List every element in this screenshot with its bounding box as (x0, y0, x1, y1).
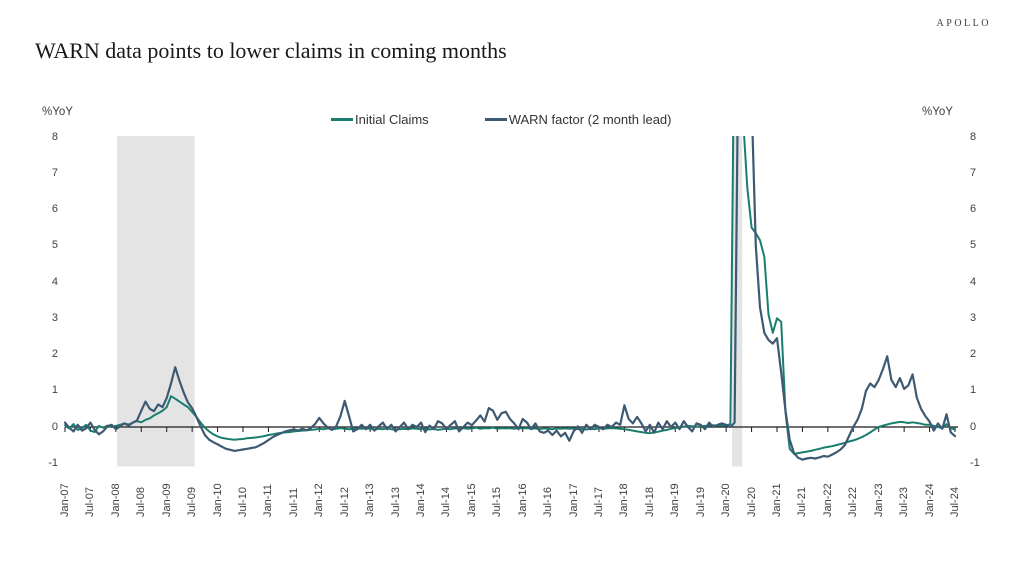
x-axis-tick-label: Jan-24 (923, 483, 936, 517)
x-axis-tick-label: Jan-21 (771, 483, 783, 517)
x-axis-tick-label: Jan-11 (262, 484, 275, 517)
y-axis-tick-label-left: 1 (51, 384, 58, 397)
x-axis-tick-label: Jul-23 (898, 487, 911, 517)
x-axis-tick-label: Jul-10 (237, 487, 249, 517)
y-axis-tick-label-right: -1 (970, 456, 980, 469)
x-axis-tick-label: Jul-15 (491, 487, 504, 517)
x-axis-tick-label: Jan-16 (516, 483, 529, 517)
x-axis-tick-label: Jan-23 (872, 483, 885, 517)
x-axis-tick-label: Jul-18 (643, 487, 656, 517)
x-axis-tick-label: Jan-14 (415, 483, 427, 517)
series-line-warn-factor (63, 136, 957, 461)
x-axis-tick-label: Jan-17 (567, 483, 580, 517)
legend-item-warn-factor: WARN factor (2 month lead) (484, 112, 672, 127)
y-axis-tick-label-right: 3 (970, 311, 977, 324)
x-axis-tick-label: Jan-20 (720, 483, 733, 517)
x-axis-tick-label: Jan-09 (160, 483, 173, 517)
x-axis-tick-label: Jul-12 (338, 487, 351, 517)
y-axis-tick-label-left: 0 (51, 420, 58, 433)
y-axis-tick-label-right: 8 (970, 130, 977, 143)
y-axis-tick-label-right: 7 (970, 166, 977, 179)
legend-label-warn-factor: WARN factor (2 month lead) (508, 112, 672, 127)
legend: Initial Claims WARN factor (2 month lead… (331, 112, 671, 127)
x-axis-tick-label: Jan-19 (669, 483, 682, 517)
y-axis-tick-label-right: 1 (970, 384, 977, 397)
y-axis-tick-label-left: 6 (51, 203, 58, 215)
x-axis-tick-label: Jul-08 (135, 487, 148, 517)
x-axis-tick-label: Jul-16 (542, 487, 555, 517)
y-axis-tick-label-right: 2 (970, 348, 977, 360)
x-axis-tick-label: Jan-12 (313, 483, 326, 517)
y-axis-tick-label-left: 3 (51, 311, 58, 324)
recession-band (732, 136, 743, 467)
x-axis-tick-label: Jul-21 (796, 487, 809, 517)
y-axis-unit-right: %YoY (922, 106, 953, 118)
x-axis-tick-label: Jul-11 (287, 487, 300, 517)
x-axis-tick-label: Jul-24 (949, 487, 961, 517)
legend-line-swatch-warn-factor (484, 118, 507, 121)
y-axis-unit-left: %YoY (42, 106, 73, 118)
y-axis-tick-label-left: -1 (48, 456, 58, 469)
x-axis-tick-label: Jul-22 (847, 487, 860, 517)
x-axis-tick-label: Jan-13 (364, 483, 377, 517)
x-axis-tick-label: Jul-14 (440, 487, 453, 517)
y-axis-tick-label-left: 7 (51, 166, 58, 179)
x-axis-tick-label: Jul-19 (694, 487, 707, 517)
series-line-initial-claims (64, 136, 956, 455)
y-axis-tick-label-right: 5 (970, 239, 977, 252)
y-axis-tick-label-left: 4 (51, 275, 58, 288)
y-axis-tick-label-left: 2 (51, 348, 58, 360)
x-axis-tick-label: Jul-20 (745, 487, 758, 517)
legend-label-initial-claims: Initial Claims (355, 112, 429, 127)
x-axis-tick-label: Jul-07 (84, 487, 97, 517)
y-axis-tick-label-left: 5 (51, 239, 58, 252)
x-axis-tick-label: Jul-17 (593, 487, 605, 517)
x-axis-tick-label: Jan-07 (59, 483, 71, 517)
legend-item-initial-claims: Initial Claims (331, 112, 429, 127)
y-axis-tick-label-right: 4 (970, 275, 977, 288)
apollo-logo: APOLLO (936, 18, 991, 29)
y-axis-tick-label-right: 6 (970, 203, 977, 215)
x-axis-tick-label: Jul-13 (389, 487, 402, 517)
y-axis-tick-label-right: 0 (970, 420, 977, 433)
legend-line-swatch-initial-claims (331, 118, 353, 121)
chart-title: WARN data points to lower claims in comi… (35, 38, 507, 63)
x-axis-tick-label: Jan-15 (465, 483, 478, 517)
x-axis-tick-label: Jan-08 (109, 483, 122, 517)
recession-band (117, 136, 195, 467)
x-axis-tick-label: Jan-18 (618, 483, 631, 517)
x-axis-tick-label: Jul-09 (186, 487, 199, 517)
x-axis-tick-label: Jan-10 (211, 483, 224, 517)
y-axis-tick-label-left: 8 (51, 130, 58, 143)
x-axis-tick-label: Jan-22 (821, 483, 834, 517)
